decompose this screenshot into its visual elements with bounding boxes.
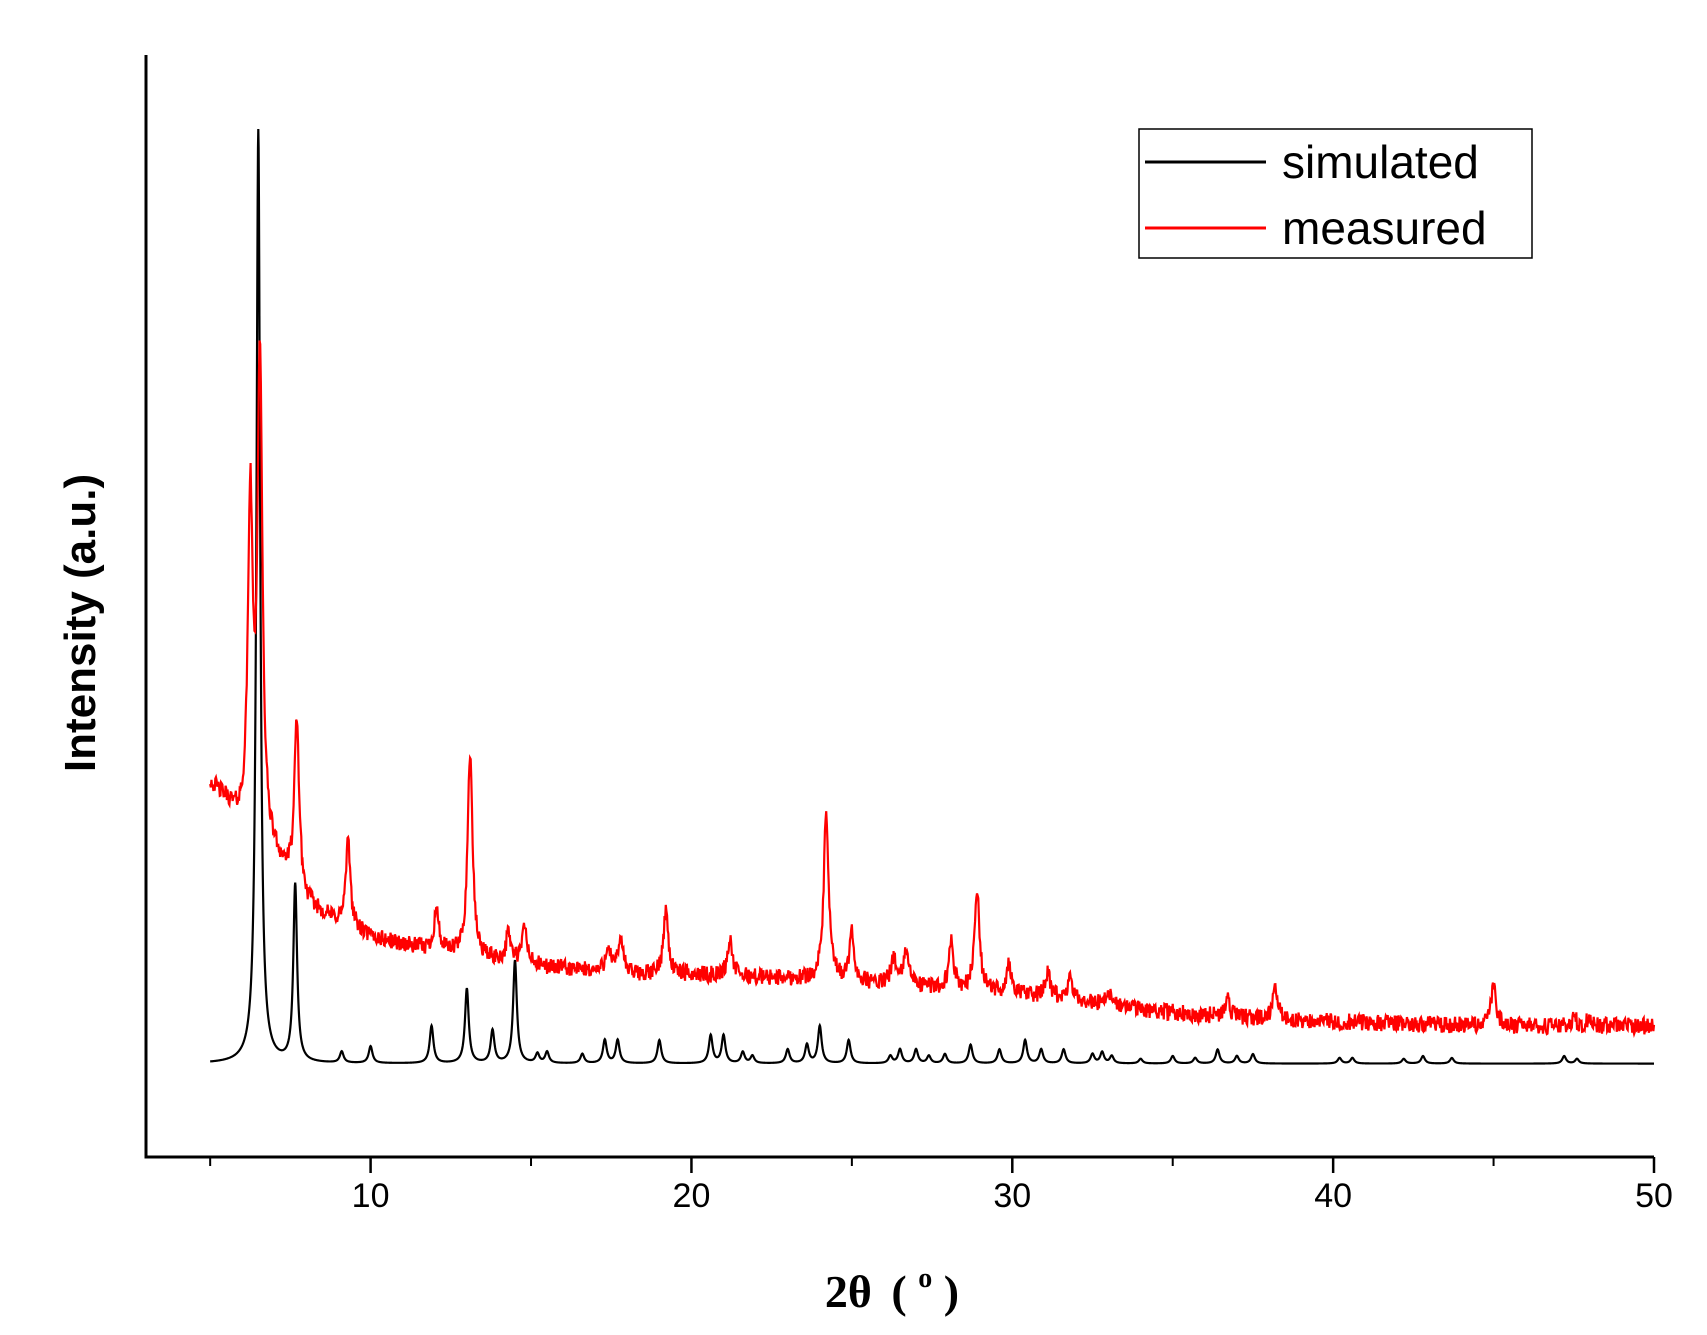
x-axis-label-degree: o <box>918 1263 932 1294</box>
x-axis-label: 2θ ( o ) <box>825 1246 959 1317</box>
x-axis-label-main: 2θ <box>825 1266 872 1317</box>
x-tick-label: 30 <box>993 1177 1031 1215</box>
x-tick-label: 20 <box>673 1177 711 1215</box>
axes <box>144 55 1654 1159</box>
x-tick-label: 50 <box>1635 1177 1673 1215</box>
series-measured <box>209 340 1656 1038</box>
x-axis-label-open: ( <box>891 1266 906 1317</box>
legend: simulated measured <box>1138 128 1533 259</box>
legend-label-simulated: simulated <box>1282 136 1479 188</box>
x-tick-label: 40 <box>1314 1177 1352 1215</box>
x-tick-label: 10 <box>352 1177 390 1215</box>
series-simulated <box>210 128 1654 1065</box>
x-ticks: 10 20 30 40 50 <box>209 1157 1673 1215</box>
legend-box <box>1138 128 1533 259</box>
x-axis-label-close: ) <box>944 1266 959 1317</box>
series-layer <box>209 128 1656 1065</box>
y-axis-label: Intensity (a.u.) <box>56 474 105 772</box>
legend-label-measured: measured <box>1282 202 1487 254</box>
